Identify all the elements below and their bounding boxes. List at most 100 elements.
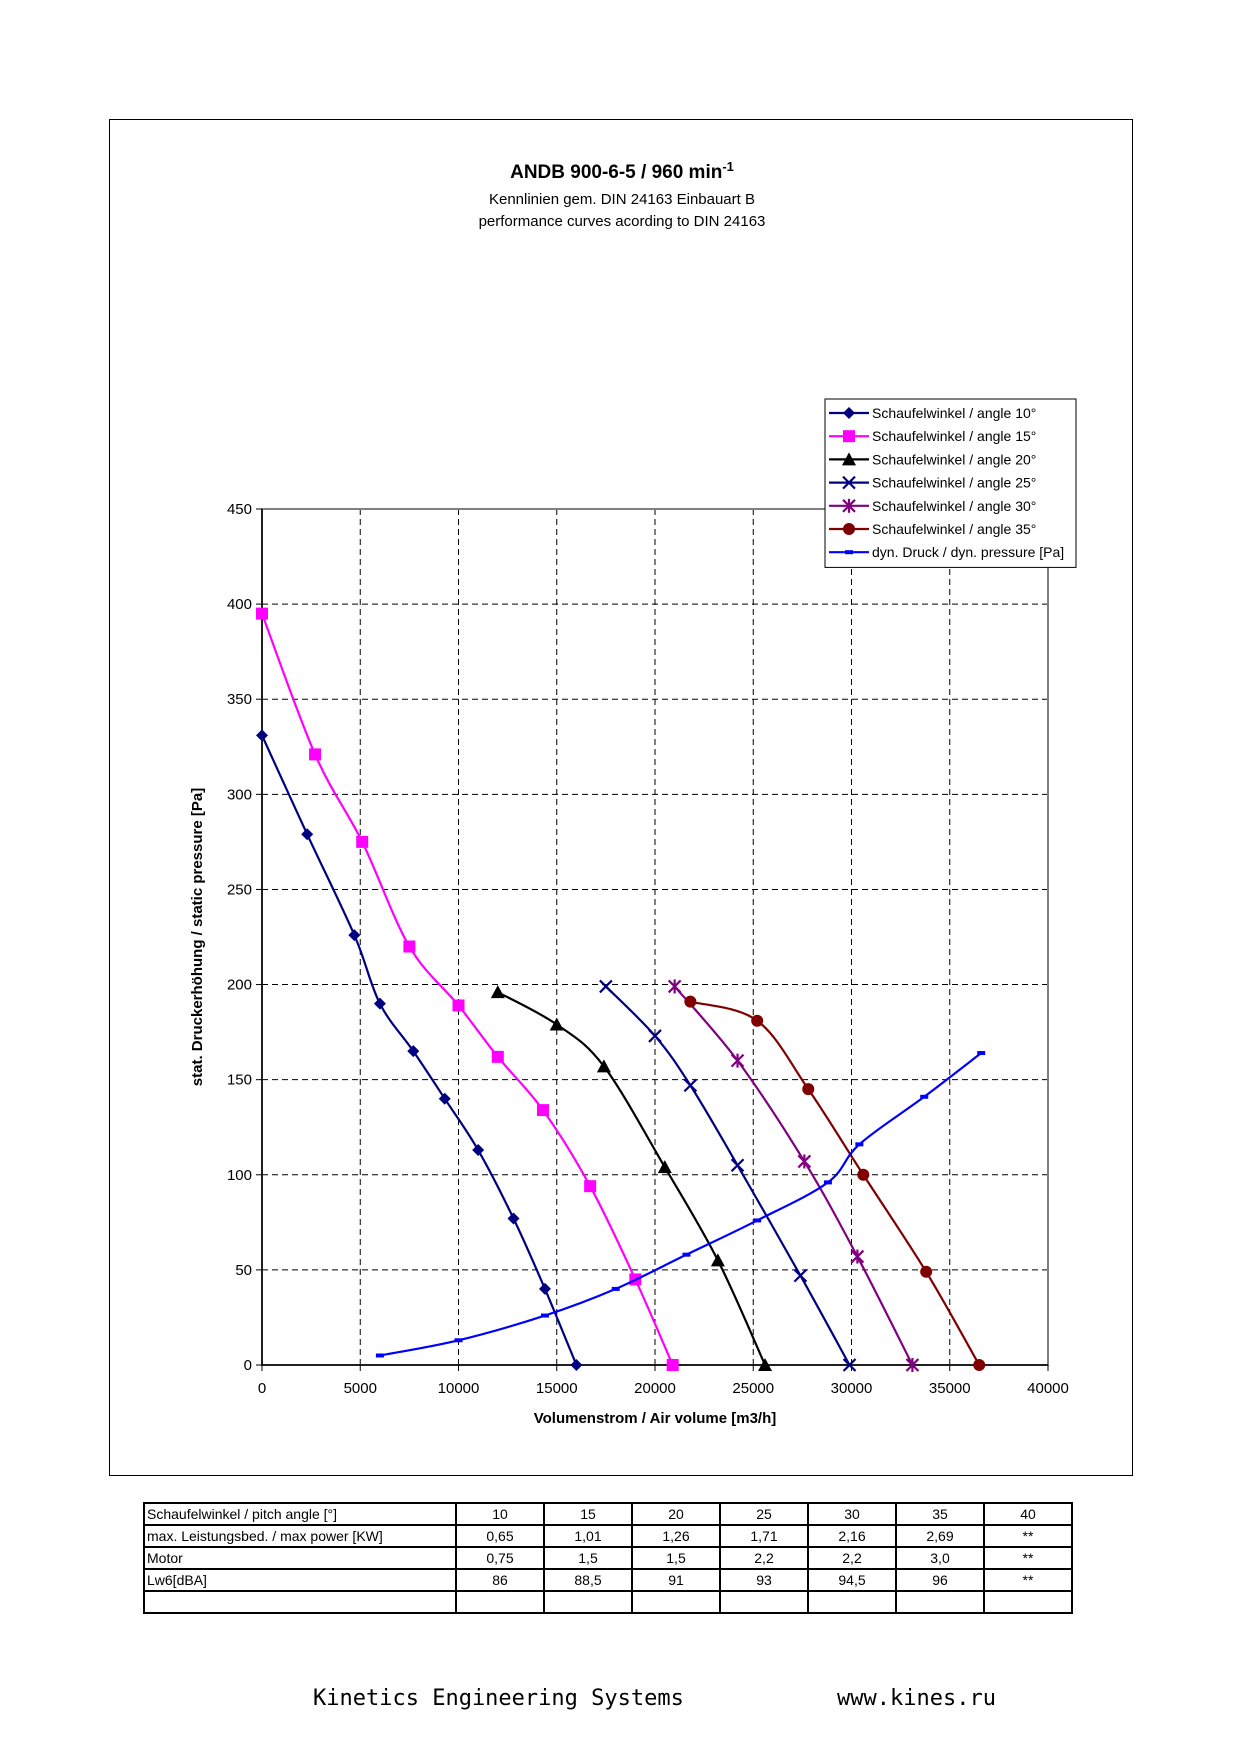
y-tick-label: 400: [227, 596, 252, 613]
table-cell: [719, 1590, 809, 1614]
legend-marker: [842, 475, 856, 490]
data-point: [905, 1358, 920, 1372]
table-row: Lw6[dBA] 86 88,5 91 93 94,5 96 **: [143, 1568, 1073, 1592]
table-row: max. Leistungsbed. / max power [KW] 0,65 1…: [143, 1524, 1073, 1548]
y-tick-label: 200: [227, 977, 252, 994]
x-tick-label: 20000: [634, 1380, 676, 1397]
legend-label: Schaufelwinkel / angle 30°: [872, 498, 1036, 514]
x-tick-label: 35000: [929, 1380, 971, 1397]
data-point: [373, 997, 386, 1010]
x-mark-stroke: [599, 979, 613, 994]
table-cell: [807, 1590, 897, 1614]
x-mark-stroke: [842, 475, 856, 490]
series-6: [684, 995, 986, 1371]
data-point: [438, 1092, 451, 1105]
table-row: Schaufelwinkel / pitch angle [°] 10 15 20 25…: [143, 1502, 1073, 1526]
data-point: [710, 1253, 725, 1267]
data-point: [348, 929, 361, 942]
data-point: [920, 1094, 929, 1099]
table-cell: **: [983, 1546, 1073, 1570]
table-row: [143, 1590, 1073, 1614]
x-axis-label: Volumenstrom / Air volume [m3/h]: [534, 1410, 777, 1427]
table-cell: 30: [807, 1502, 897, 1526]
x-tick-label: 30000: [831, 1380, 873, 1397]
data-point: [538, 1282, 551, 1295]
data-point: [684, 995, 697, 1008]
table-cell: [543, 1590, 633, 1614]
legend-marker: [842, 452, 856, 466]
y-tick-label: 300: [227, 786, 252, 803]
x-tick-label: 25000: [732, 1380, 774, 1397]
table-cell: 1,5: [631, 1546, 721, 1570]
table-cell: [983, 1590, 1073, 1614]
legend-marker: [843, 407, 855, 419]
footer-company: Kinetics Engineering Systems: [313, 1686, 684, 1711]
data-point: [682, 1252, 691, 1257]
data-point: [667, 979, 682, 994]
table-cell: 1,01: [543, 1524, 633, 1548]
y-tick-label: 150: [227, 1072, 252, 1089]
table-cell: 0,65: [455, 1524, 545, 1548]
table-cell: 86: [455, 1568, 545, 1592]
chart-subtitle: Kennlinien gem. DIN 24163 Einbauart B: [489, 191, 755, 208]
series-1: [256, 729, 583, 1371]
table-cell: 2,2: [719, 1546, 809, 1570]
footer-url: www.kines.ru: [837, 1686, 996, 1711]
legend-marker: [843, 430, 855, 443]
data-point: [648, 1029, 662, 1043]
series-5: [667, 979, 920, 1372]
legend-item: dyn. Druck / dyn. pressure [Pa]: [829, 544, 1064, 560]
data-point: [256, 729, 268, 742]
chart-frame: ANDB 900-6-5 / 960 min-1 Kennlinien gem. …: [109, 119, 1133, 1476]
series-line: [260, 734, 578, 1366]
legend-label: Schaufelwinkel / angle 20°: [872, 451, 1036, 467]
table-cell: 96: [895, 1568, 985, 1592]
data-point: [802, 1083, 815, 1096]
x-mark-stroke: [730, 1158, 745, 1173]
y-tick-label: 250: [227, 881, 252, 898]
data-point: [683, 1078, 698, 1093]
data-point: [977, 1051, 986, 1056]
data-point: [850, 1249, 865, 1264]
y-tick-label: 350: [227, 691, 252, 708]
legend-item: Schaufelwinkel / angle 10°: [829, 405, 1036, 421]
table-cell: 1,5: [543, 1546, 633, 1570]
data-point: [403, 940, 416, 953]
series-line: [260, 613, 674, 1366]
legend: Schaufelwinkel / angle 10° Schaufelwinkel…: [824, 398, 1077, 568]
x-mark-stroke: [842, 1358, 857, 1372]
data-point: [540, 1313, 549, 1318]
data-point: [793, 1268, 808, 1283]
table-cell: 15: [543, 1502, 633, 1526]
y-tick-label: 450: [227, 501, 252, 518]
table-cell: [895, 1590, 985, 1614]
y-axis-label: stat. Druckerhöhung / static pressure [P…: [189, 788, 206, 1086]
data-point: [452, 999, 465, 1012]
spec-table: Schaufelwinkel / pitch angle [°] 10 15 20 25…: [143, 1502, 1073, 1614]
legend-marker: [843, 523, 855, 535]
table-row-label: [143, 1590, 457, 1614]
data-point: [472, 1144, 485, 1157]
legend-label: Schaufelwinkel / angle 35°: [872, 521, 1036, 537]
table-cell: 2,69: [895, 1524, 985, 1548]
data-point: [570, 1359, 583, 1371]
data-point: [309, 748, 322, 761]
legend-item: Schaufelwinkel / angle 20°: [829, 451, 1036, 467]
data-point: [256, 607, 268, 620]
data-point: [536, 1104, 549, 1117]
data-point: [751, 1014, 764, 1027]
x-mark-stroke: [793, 1268, 808, 1283]
chart-subtitle: performance curves acording to DIN 24163: [479, 213, 766, 230]
table-cell: 1,26: [631, 1524, 721, 1548]
table-cell: 20: [631, 1502, 721, 1526]
table-cell: [631, 1590, 721, 1614]
legend-item: Schaufelwinkel / angle 15°: [829, 428, 1036, 444]
y-tick-label: 0: [244, 1357, 252, 1374]
data-point: [301, 828, 314, 841]
x-tick-label: 10000: [438, 1380, 480, 1397]
data-point: [490, 985, 505, 999]
x-mark-stroke: [683, 1078, 698, 1093]
table-cell: 0,75: [455, 1546, 545, 1570]
legend-label: Schaufelwinkel / angle 25°: [872, 475, 1036, 491]
table-cell: **: [983, 1568, 1073, 1592]
